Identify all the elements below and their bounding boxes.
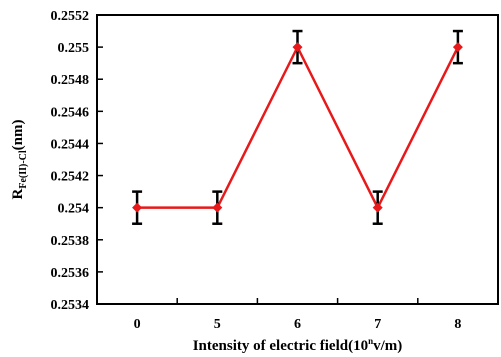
data-point xyxy=(292,42,303,53)
y-axis-title-suffix: (nm) xyxy=(10,119,26,150)
data-point xyxy=(132,202,143,213)
y-axis-title-main: R xyxy=(10,189,26,200)
error-bars xyxy=(132,29,463,225)
series-line xyxy=(137,44,460,211)
y-tick-label: 0.2544 xyxy=(51,137,90,152)
y-axis-title: RFe(II)-Cl(nm) xyxy=(10,119,29,199)
x-tick-label: 8 xyxy=(454,317,461,332)
y-tick-label: 0.2536 xyxy=(51,266,90,281)
data-point xyxy=(212,202,223,213)
x-tick-label: 0 xyxy=(134,317,141,332)
y-tick-label: 0.254 xyxy=(58,202,90,217)
data-point xyxy=(372,202,383,213)
x-tick-label: 7 xyxy=(374,317,381,332)
y-tick-label: 0.2538 xyxy=(51,234,90,249)
x-axis-title: Intensity of electric field(10nv/m) xyxy=(193,336,403,354)
data-point xyxy=(452,42,463,53)
y-tick-label: 0.2542 xyxy=(51,170,90,185)
y-tick-label: 0.255 xyxy=(58,41,90,56)
x-tick-label: 6 xyxy=(294,317,301,332)
x-axis-title-superscript: n xyxy=(368,336,373,346)
x-axis-ticks: 0 5 6 7 8 xyxy=(134,298,461,332)
y-axis-ticks: 0.2534 0.2536 0.2538 0.254 0.2542 0.2544 0.254… xyxy=(51,9,103,313)
y-tick-label: 0.2534 xyxy=(51,298,90,313)
y-axis-title-subscript: Fe(II)-Cl xyxy=(18,150,29,189)
y-tick-label: 0.2552 xyxy=(51,9,90,24)
y-tick-label: 0.2548 xyxy=(51,73,90,88)
data-markers xyxy=(132,42,463,213)
y-tick-label: 0.2546 xyxy=(51,105,90,120)
x-axis-title-prefix: Intensity of electric field(10 xyxy=(193,338,368,354)
x-axis-title-suffix: v/m) xyxy=(373,338,402,354)
plot-frame xyxy=(96,14,499,305)
x-tick-label: 5 xyxy=(214,317,221,332)
series-polyline xyxy=(137,44,460,211)
